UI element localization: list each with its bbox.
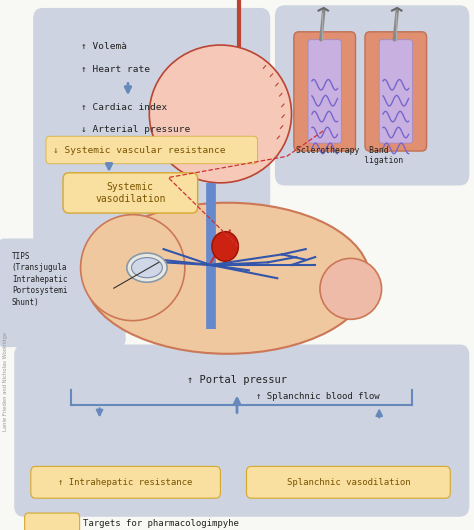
Text: ↑ Splanchnic blood flow: ↑ Splanchnic blood flow <box>256 392 380 401</box>
FancyBboxPatch shape <box>46 136 257 164</box>
FancyBboxPatch shape <box>308 40 341 143</box>
FancyBboxPatch shape <box>365 32 427 151</box>
FancyBboxPatch shape <box>25 513 80 530</box>
Ellipse shape <box>85 203 370 354</box>
Ellipse shape <box>149 45 292 183</box>
Text: Sclerotherapy  Band
              ligation: Sclerotherapy Band ligation <box>296 146 403 165</box>
Text: ↑ Intrahepatic resistance: ↑ Intrahepatic resistance <box>58 478 193 487</box>
FancyBboxPatch shape <box>33 8 270 246</box>
Text: ↑ Portal pressur: ↑ Portal pressur <box>187 375 287 385</box>
Text: Systemic
vasodilation: Systemic vasodilation <box>95 182 165 204</box>
FancyBboxPatch shape <box>14 344 469 517</box>
Text: TIPS
(Transjugula
Intrahepatic
Portosystemi
Shunt): TIPS (Transjugula Intrahepatic Portosyst… <box>12 252 67 306</box>
Text: ↑ Volemà: ↑ Volemà <box>81 42 127 51</box>
Text: ↑ Cardiac index: ↑ Cardiac index <box>81 103 167 112</box>
Text: ↓ Arterial pressure: ↓ Arterial pressure <box>81 125 190 134</box>
Text: Lanie Frieden and Nicholas Woolridge: Lanie Frieden and Nicholas Woolridge <box>3 332 8 431</box>
Text: ↑ Heart rate: ↑ Heart rate <box>81 65 150 74</box>
Text: Targets for pharmacologimpyhe: Targets for pharmacologimpyhe <box>83 519 239 527</box>
FancyBboxPatch shape <box>379 40 412 143</box>
Text: Splanchnic vasodilation: Splanchnic vasodilation <box>287 478 410 487</box>
FancyBboxPatch shape <box>246 466 450 498</box>
Circle shape <box>212 232 238 261</box>
Ellipse shape <box>320 259 382 319</box>
Ellipse shape <box>127 253 167 282</box>
Text: ↓ Systemic vascular resistance: ↓ Systemic vascular resistance <box>53 146 226 155</box>
FancyBboxPatch shape <box>0 238 126 347</box>
Ellipse shape <box>132 258 162 278</box>
FancyBboxPatch shape <box>275 5 469 186</box>
FancyBboxPatch shape <box>63 173 198 213</box>
Ellipse shape <box>81 215 185 321</box>
FancyBboxPatch shape <box>294 32 356 151</box>
FancyBboxPatch shape <box>31 466 220 498</box>
